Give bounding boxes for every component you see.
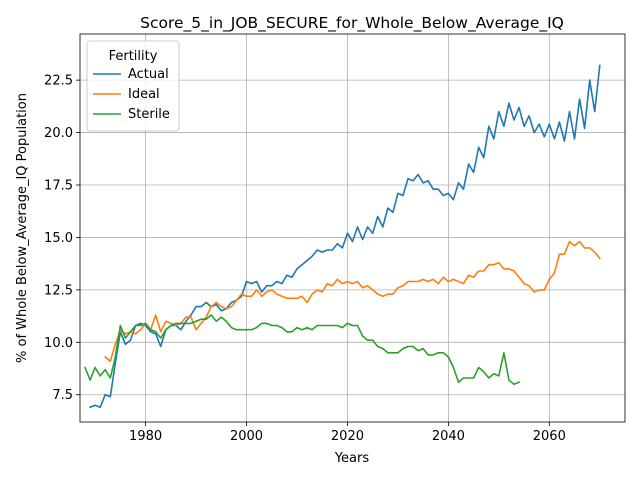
x-tick-label: 2040 bbox=[432, 429, 465, 444]
series-line-sterile bbox=[83, 314, 521, 386]
series-lines bbox=[83, 64, 601, 409]
plot-frame bbox=[79, 33, 626, 423]
x-axis-label: Years bbox=[334, 451, 370, 466]
legend: Fertility Actual Ideal Sterile bbox=[86, 40, 180, 132]
y-tick-label: 7.5 bbox=[52, 388, 73, 403]
x-tick-label: 2020 bbox=[331, 429, 364, 444]
x-tick-label: 1980 bbox=[129, 429, 162, 444]
legend-label-ideal: Ideal bbox=[128, 87, 160, 102]
legend-label-actual: Actual bbox=[128, 67, 169, 82]
y-tick-label: 17.5 bbox=[44, 179, 73, 194]
axis-ticks: 1980 2000 2020 2040 2060 7.5 10.0 12.5 15.0 17.5 2… bbox=[44, 74, 566, 444]
y-tick-label: 20.0 bbox=[44, 126, 73, 141]
legend-title: Fertility bbox=[109, 49, 158, 64]
y-tick-label: 12.5 bbox=[44, 283, 73, 298]
y-tick-label: 15.0 bbox=[44, 231, 73, 246]
y-axis-label: % of Whole Below_Average_IQ Population bbox=[15, 93, 30, 363]
x-tick-label: 2060 bbox=[533, 429, 566, 444]
chart-title: Score_5_in_JOB_SECURE_for_Whole_Below_Av… bbox=[140, 14, 564, 33]
y-tick-label: 10.0 bbox=[44, 336, 73, 351]
y-tick-label: 22.5 bbox=[44, 74, 73, 89]
legend-box bbox=[86, 40, 180, 132]
legend-label-sterile: Sterile bbox=[128, 107, 170, 122]
series-line-ideal bbox=[104, 240, 601, 363]
x-tick-label: 2000 bbox=[230, 429, 263, 444]
